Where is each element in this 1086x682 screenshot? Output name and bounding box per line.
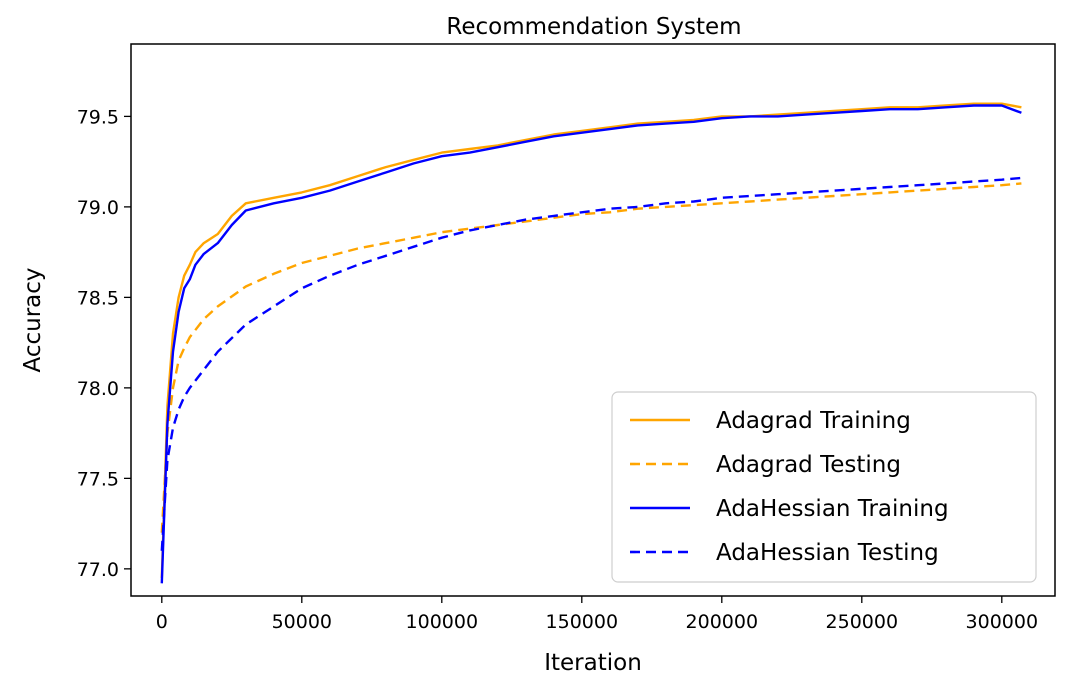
x-tick-label: 300000	[966, 611, 1039, 633]
x-tick-label: 50000	[272, 611, 332, 633]
x-axis-label: Iteration	[544, 650, 642, 676]
legend-label: Adagrad Testing	[716, 452, 901, 478]
series-line-adagrad-training	[160, 102, 1022, 578]
legend: Adagrad Training Adagrad Testing AdaHessia…	[611, 391, 1037, 583]
x-tick-label: 100000	[406, 611, 479, 633]
y-tick-label: 78.0	[77, 378, 119, 400]
x-tick-label: 250000	[826, 611, 899, 633]
series-line-adagrad-testing	[160, 182, 1022, 533]
plot-area	[130, 43, 1056, 597]
y-axis-label: Accuracy	[20, 267, 46, 372]
legend-label: AdaHessian Testing	[716, 540, 939, 566]
legend-label: Adagrad Training	[716, 408, 911, 434]
y-tick-label: 79.5	[77, 106, 119, 128]
chart-title: Recommendation System	[446, 14, 741, 40]
y-axis: 77.0 77.5 78.0 78.5 79.0 79.5	[77, 106, 131, 581]
x-tick-label: 150000	[546, 611, 619, 633]
x-tick-label: 200000	[686, 611, 759, 633]
y-tick-label: 77.0	[77, 559, 119, 581]
y-tick-label: 79.0	[77, 197, 119, 219]
x-tick-label: 0	[156, 611, 168, 633]
legend-box	[611, 391, 1037, 583]
y-tick-label: 77.5	[77, 468, 119, 490]
legend-label: AdaHessian Training	[716, 496, 949, 522]
x-axis: 0 50000 100000 150000 200000 250000 300000	[156, 596, 1038, 633]
series-line-adahessian-testing	[160, 176, 1022, 551]
series-layer	[160, 102, 1022, 584]
series-line-adahessian-training	[160, 104, 1022, 584]
y-tick-label: 78.5	[77, 287, 119, 309]
